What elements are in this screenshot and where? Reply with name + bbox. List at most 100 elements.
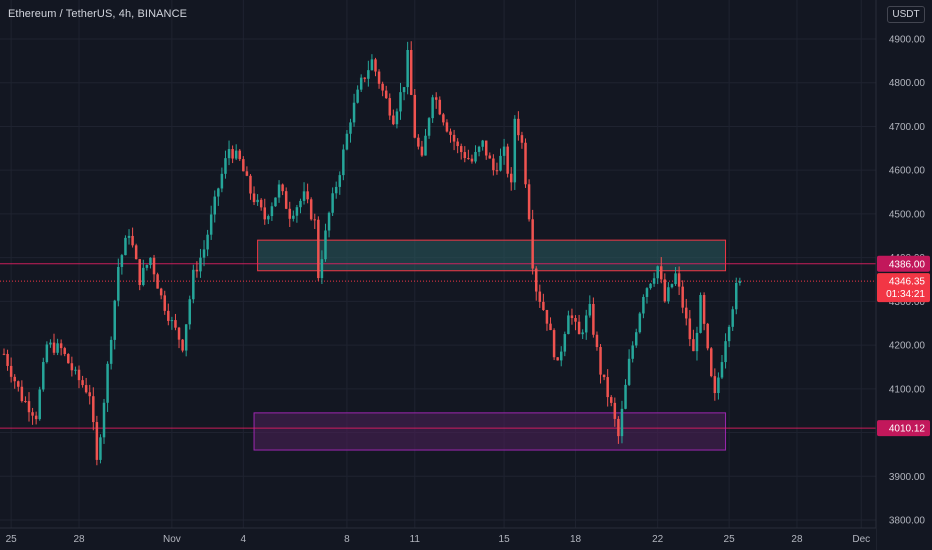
candle [27,392,31,422]
candle-body [463,152,467,159]
candle-body [427,118,431,136]
candle-body [6,353,9,366]
candle-body [349,122,352,134]
candle-body [267,216,270,220]
candle [634,328,638,348]
candle [92,387,95,431]
candle [660,257,663,284]
candle-body [710,348,713,377]
candle [417,134,420,150]
candle-body [145,265,149,268]
y-tick-label: 3900.00 [889,472,926,483]
candle-body [320,259,324,279]
candle-body [638,313,642,333]
candle-body [642,296,645,314]
candle-body [106,363,109,403]
candle [70,356,74,377]
candle-body [577,321,581,335]
candle-body [277,184,281,198]
candle [345,130,349,151]
candle [6,349,9,371]
time-axis[interactable]: 25 28 Nov 4 8 11 15 18 22 25 28 Dec [0,527,876,550]
symbol-title: Ethereum / TetherUS, 4h, BINANCE [8,8,188,20]
candle-body [420,146,424,156]
x-tick-label: 25 [6,534,18,545]
candle-body [513,118,517,183]
candle [270,202,274,221]
candle-body [9,365,13,377]
lower-zone [253,412,727,451]
support-resistance-zones [253,239,727,451]
candle-body [409,50,413,95]
candle-body [67,354,70,364]
candle [602,374,606,381]
candle [452,129,456,151]
candle-body [452,134,456,142]
candle-body [445,122,449,132]
candle [42,357,45,392]
candle [138,258,141,291]
candle-body [570,315,574,319]
candle [174,313,177,331]
candle-body [206,234,209,250]
candle-body [384,90,388,99]
x-tick-label: 8 [344,534,350,545]
candle-body [95,422,99,460]
candle [681,280,684,314]
candle-body [352,102,356,123]
candle-body [213,196,216,215]
candle [192,264,195,304]
candle [609,395,613,407]
candle [309,197,313,221]
candle-body [563,334,567,352]
candle [642,294,645,319]
candle [488,152,492,159]
candle-body [502,146,506,156]
candle-body [367,70,370,79]
candle [363,77,367,83]
candle-body [688,318,692,340]
candle [463,146,467,163]
candle-body [331,193,334,213]
candle-body [609,397,613,403]
x-tick-label: 18 [570,534,582,545]
candle-body [142,267,145,285]
candle-body [27,401,31,413]
candle-body [556,357,559,361]
candle [627,349,631,387]
candle [484,140,488,160]
candle-body [531,219,534,269]
candle [117,258,120,307]
candle-body [685,307,688,319]
candle-body [599,347,602,375]
candle-body [617,418,620,437]
candle [506,143,509,178]
candle [456,138,459,154]
currency-button[interactable]: USDT [887,6,925,23]
candle-body [149,257,152,266]
candle-body [559,351,563,361]
x-tick-label: 25 [724,534,736,545]
y-tick-label: 4500.00 [889,209,926,220]
candle-body [284,191,288,209]
candle-body [631,345,634,359]
candle [288,201,292,227]
candle-body [181,339,184,351]
candle-body [713,376,717,394]
candle [613,397,617,427]
y-tick-label: 4200.00 [889,341,926,352]
candle [424,128,427,156]
candle [338,171,342,195]
candle [352,93,356,127]
candle-body [56,343,59,353]
candle [249,174,252,200]
candle [702,292,706,331]
candle-body [656,266,659,279]
candle-body [292,215,295,219]
candle [170,316,174,330]
candle-body [484,140,488,156]
candle [645,287,649,304]
candle-body [252,193,256,203]
